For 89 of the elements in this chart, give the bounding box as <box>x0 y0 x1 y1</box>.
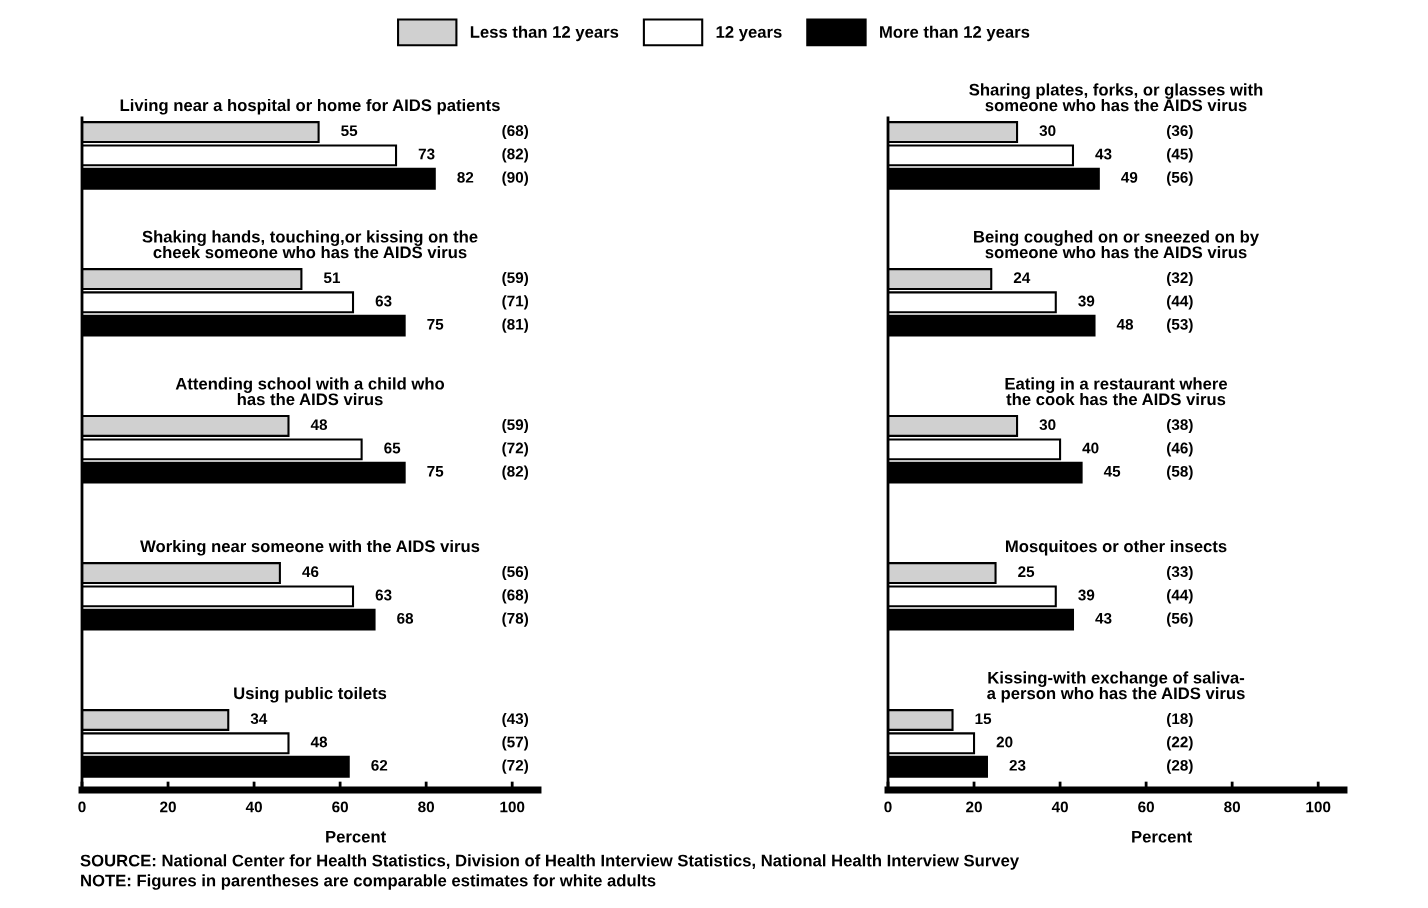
x-axis-title: Percent <box>326 830 386 843</box>
annotation: (36) <box>1167 124 1193 140</box>
data-label: 48 <box>310 419 328 431</box>
x-tick-label: 40 <box>1051 801 1068 813</box>
annotation: (81) <box>502 318 529 333</box>
annotation: (58) <box>1167 465 1193 480</box>
annotation: (53) <box>1167 318 1193 333</box>
y-tick-label: Living near a hospital or home for AIDS patients <box>120 98 500 115</box>
y-tick-label: Eating in a restaurant where the cook has the AIDS virus <box>1005 377 1228 406</box>
data-label: 45 <box>1103 466 1121 477</box>
annotation: (44) <box>1167 589 1193 604</box>
y-tick-label: Using public toilets <box>234 686 387 703</box>
y-tick-label: Being coughed on or sneezed on by someone who has the AIDS virus <box>974 230 1259 259</box>
annotation: (32) <box>1167 271 1193 287</box>
annotation: (38) <box>1167 418 1193 434</box>
annotation: (71) <box>502 295 529 310</box>
x-axis-title: Percent <box>1132 830 1192 843</box>
x-tick-label: 0 <box>884 801 892 813</box>
data-label: 24 <box>1013 272 1031 283</box>
annotation: (28) <box>1167 759 1193 774</box>
data-label: 49 <box>1121 171 1138 183</box>
annotation: (72) <box>502 759 529 774</box>
data-label: 30 <box>1039 125 1056 137</box>
data-label: 63 <box>375 295 392 307</box>
x-tick-label: 20 <box>966 801 982 813</box>
annotation: (78) <box>502 612 529 627</box>
x-tick-label: 80 <box>418 801 435 813</box>
data-label: 48 <box>1116 318 1134 330</box>
x-tick-label: 60 <box>332 801 348 813</box>
annotation: (44) <box>1167 295 1193 310</box>
data-label: 39 <box>1078 589 1095 601</box>
data-label: 63 <box>375 589 392 601</box>
text: NOTE: Figures in parentheses are comparable estimates for white adults <box>81 874 656 890</box>
annotation: (22) <box>1167 736 1193 751</box>
y-tick-label: Kissing-with exchange of saliva- a person who has the AIDS virus <box>987 671 1245 703</box>
annotation: (43) <box>502 712 529 728</box>
legend-label: 12 years <box>716 26 782 42</box>
data-label: 51 <box>323 272 341 284</box>
annotation: (59) <box>502 271 529 287</box>
annotation: (45) <box>1167 148 1193 163</box>
x-tick-label: 60 <box>1138 801 1154 813</box>
data-label: 73 <box>418 148 435 160</box>
data-label: 82 <box>457 171 474 183</box>
annotation: (68) <box>502 124 529 140</box>
annotation: (33) <box>1167 565 1193 581</box>
data-label: 34 <box>250 713 268 725</box>
data-label: 15 <box>975 713 992 725</box>
source-note: SOURCE: National Center for Health Statistics, Division of Health Interview Statistics, National Health Interview Survey <box>80 854 1020 870</box>
data-label: 30 <box>1039 419 1056 431</box>
data-label: 20 <box>996 736 1013 748</box>
y-tick-label: Shaking hands, touching,or kissing on the cheek someone who has the AIDS virus <box>142 230 478 259</box>
data-label: 39 <box>1078 295 1095 307</box>
data-label: 68 <box>397 612 414 624</box>
data-label: 65 <box>384 442 401 454</box>
annotation: (56) <box>1167 612 1193 627</box>
x-tick-label: 0 <box>78 801 86 813</box>
annotation: (68) <box>502 589 529 604</box>
annotation: (18) <box>1167 712 1193 728</box>
y-tick-label: Attending school with a child who has the AIDS virus <box>175 377 445 406</box>
x-tick-label: 80 <box>1224 801 1241 813</box>
x-tick-label: 100 <box>1306 801 1331 813</box>
y-tick-label: Mosquitoes or other insects <box>1005 539 1227 556</box>
y-tick-label: Sharing plates, forks, or glasses with someone who has the AIDS virus <box>969 83 1263 112</box>
data-label: 23 <box>1009 759 1026 771</box>
data-label: 40 <box>1082 442 1099 454</box>
x-tick-label: 100 <box>500 801 525 813</box>
data-label: 75 <box>427 319 444 330</box>
annotation: (46) <box>1167 442 1193 457</box>
data-label: 62 <box>371 759 388 771</box>
y-tick-label: Working near someone with the AIDS virus <box>140 539 480 556</box>
annotation: (59) <box>502 418 529 434</box>
legend-label: Less than 12 years <box>470 25 619 42</box>
annotation: (56) <box>1167 171 1193 186</box>
data-label: 75 <box>427 466 444 477</box>
annotation: (56) <box>502 565 529 581</box>
data-label: 43 <box>1095 612 1112 624</box>
annotation: (57) <box>502 736 529 751</box>
x-tick-label: 40 <box>245 801 262 813</box>
annotation: (72) <box>502 442 529 457</box>
annotation: (82) <box>502 148 529 163</box>
data-label: 48 <box>310 736 328 748</box>
data-label: 46 <box>302 566 319 578</box>
annotation: (90) <box>502 171 529 186</box>
legend-label: More than 12 years <box>880 25 1030 42</box>
annotation: (82) <box>502 465 529 480</box>
data-label: 43 <box>1095 148 1112 160</box>
data-label: 55 <box>341 125 358 137</box>
data-label: 25 <box>1018 566 1035 578</box>
x-tick-label: 20 <box>160 801 176 813</box>
